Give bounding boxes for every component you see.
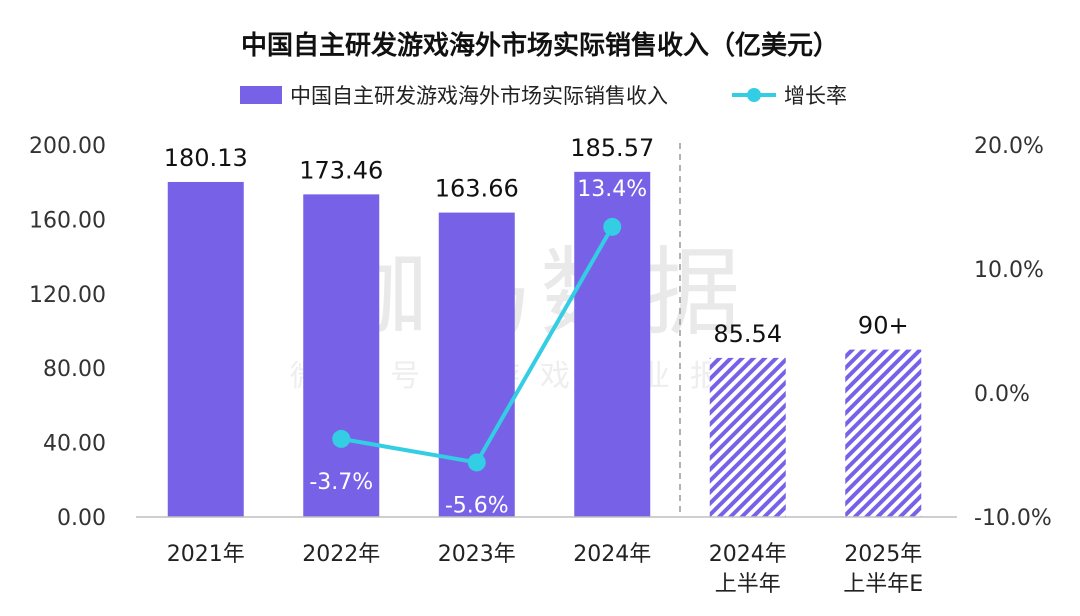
left-axis-tick: 80.00: [43, 357, 106, 382]
left-axis-tick: 0.00: [57, 506, 106, 531]
bar: [303, 194, 380, 518]
right-axis: 20.0% 10.0% 0.0% -10.0%: [974, 134, 1052, 531]
category-label: 2024年上半年: [709, 542, 787, 597]
legend-bar-swatch: [240, 86, 282, 104]
growth-point: [603, 217, 622, 236]
left-axis-tick: 120.00: [29, 283, 106, 308]
bar-value-label: 173.46: [299, 156, 383, 184]
category-label: 2022年: [302, 542, 380, 567]
bar-value-label: 90+: [858, 312, 909, 340]
right-axis-tick: 20.0%: [974, 134, 1044, 159]
category-label: 2025年上半年E: [843, 542, 923, 597]
growth-point: [467, 453, 486, 472]
left-axis-tick: 40.00: [43, 432, 106, 457]
growth-point: [332, 429, 351, 448]
right-axis-tick: 10.0%: [974, 258, 1044, 283]
growth-value-label: -3.7%: [309, 470, 373, 495]
category-label: 2021年: [167, 542, 245, 567]
left-axis-tick: 160.00: [29, 208, 106, 233]
category-label: 2023年: [438, 542, 516, 567]
bar: [709, 357, 786, 517]
chart-title: 中国自主研发游戏海外市场实际销售收入（亿美元）: [241, 30, 839, 61]
left-axis-tick: 200.00: [29, 134, 106, 159]
legend: 中国自主研发游戏海外市场实际销售收入 增长率: [240, 84, 847, 108]
growth-line-series: -3.7% -5.6% 13.4%: [309, 177, 647, 519]
growth-value-label: 13.4%: [577, 177, 647, 202]
legend-line-marker: [747, 88, 761, 102]
bar-value-label: 180.13: [164, 144, 248, 172]
left-axis: 200.00 160.00 120.00 80.00 40.00 0.00: [29, 134, 106, 531]
right-axis-tick: 0.0%: [974, 382, 1030, 407]
bar-value-label: 185.57: [570, 134, 654, 162]
right-axis-tick: -10.0%: [974, 506, 1052, 531]
category-label: 2024年: [573, 542, 651, 567]
bar-value-label: 163.66: [435, 175, 519, 203]
bar-value-label: 85.54: [713, 320, 782, 348]
bar: [167, 181, 244, 518]
watermark-main: 伽马数据: [332, 237, 748, 349]
legend-bar-label: 中国自主研发游戏海外市场实际销售收入: [290, 84, 668, 108]
legend-line-label: 增长率: [784, 84, 847, 108]
category-labels: 2021年 2022年 2023年 2024年 2024年上半年 2025年上半年E: [167, 542, 923, 597]
bar: [845, 349, 922, 517]
growth-value-label: -5.6%: [445, 493, 509, 518]
